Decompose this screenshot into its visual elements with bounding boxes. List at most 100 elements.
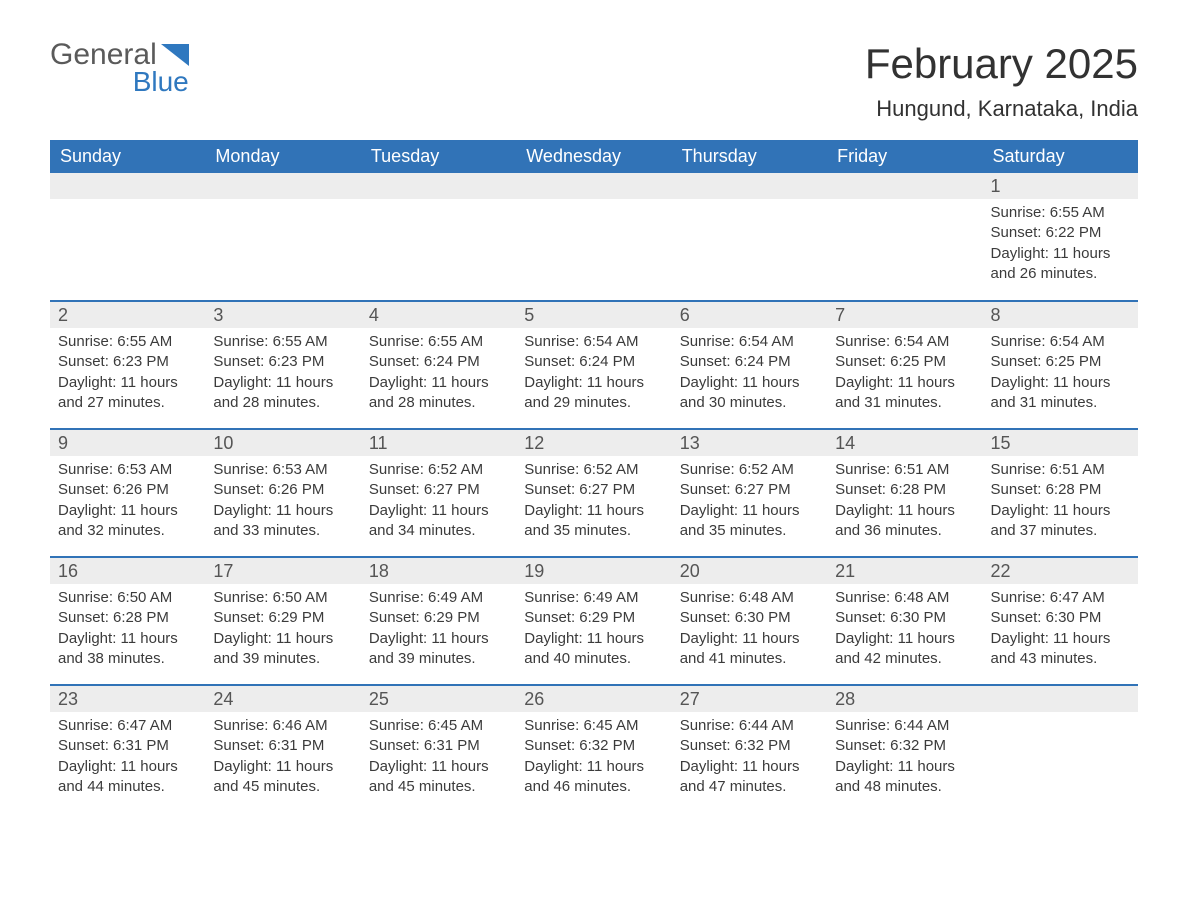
day-details: Sunrise: 6:53 AMSunset: 6:26 PMDaylight:… — [50, 456, 205, 551]
day-number: 3 — [205, 302, 360, 328]
day-number: 6 — [672, 302, 827, 328]
day-details: Sunrise: 6:55 AMSunset: 6:23 PMDaylight:… — [205, 328, 360, 423]
daylight-text: Daylight: 11 hours and 39 minutes. — [213, 629, 352, 670]
daylight-text: Daylight: 11 hours and 34 minutes. — [369, 501, 508, 542]
calendar-day-cell: 21Sunrise: 6:48 AMSunset: 6:30 PMDayligh… — [827, 557, 982, 685]
day-number: 9 — [50, 430, 205, 456]
day-details: Sunrise: 6:50 AMSunset: 6:29 PMDaylight:… — [205, 584, 360, 679]
title-block: February 2025 Hungund, Karnataka, India — [865, 40, 1138, 122]
month-title: February 2025 — [865, 40, 1138, 88]
calendar-day-cell — [50, 173, 205, 301]
sunrise-text: Sunrise: 6:45 AM — [524, 716, 663, 736]
day-details: Sunrise: 6:52 AMSunset: 6:27 PMDaylight:… — [672, 456, 827, 551]
sunset-text: Sunset: 6:26 PM — [58, 480, 197, 500]
weekday-header: Monday — [205, 140, 360, 173]
sunset-text: Sunset: 6:31 PM — [213, 736, 352, 756]
day-details: Sunrise: 6:54 AMSunset: 6:25 PMDaylight:… — [827, 328, 982, 423]
day-number — [50, 173, 205, 199]
weekday-header-row: Sunday Monday Tuesday Wednesday Thursday… — [50, 140, 1138, 173]
day-number: 24 — [205, 686, 360, 712]
day-number: 4 — [361, 302, 516, 328]
day-number: 2 — [50, 302, 205, 328]
flag-icon — [161, 44, 189, 66]
sunrise-text: Sunrise: 6:55 AM — [369, 332, 508, 352]
daylight-text: Daylight: 11 hours and 35 minutes. — [524, 501, 663, 542]
daylight-text: Daylight: 11 hours and 37 minutes. — [991, 501, 1130, 542]
day-details: Sunrise: 6:46 AMSunset: 6:31 PMDaylight:… — [205, 712, 360, 807]
daylight-text: Daylight: 11 hours and 42 minutes. — [835, 629, 974, 670]
sunset-text: Sunset: 6:28 PM — [835, 480, 974, 500]
sunset-text: Sunset: 6:32 PM — [835, 736, 974, 756]
calendar-day-cell: 9Sunrise: 6:53 AMSunset: 6:26 PMDaylight… — [50, 429, 205, 557]
calendar-day-cell: 22Sunrise: 6:47 AMSunset: 6:30 PMDayligh… — [983, 557, 1138, 685]
sunset-text: Sunset: 6:31 PM — [369, 736, 508, 756]
sunset-text: Sunset: 6:27 PM — [369, 480, 508, 500]
day-details: Sunrise: 6:54 AMSunset: 6:24 PMDaylight:… — [672, 328, 827, 423]
day-number: 12 — [516, 430, 671, 456]
daylight-text: Daylight: 11 hours and 44 minutes. — [58, 757, 197, 798]
calendar-week-row: 9Sunrise: 6:53 AMSunset: 6:26 PMDaylight… — [50, 429, 1138, 557]
calendar-day-cell — [516, 173, 671, 301]
day-number: 13 — [672, 430, 827, 456]
sunset-text: Sunset: 6:30 PM — [991, 608, 1130, 628]
day-number: 5 — [516, 302, 671, 328]
day-details: Sunrise: 6:47 AMSunset: 6:30 PMDaylight:… — [983, 584, 1138, 679]
daylight-text: Daylight: 11 hours and 26 minutes. — [991, 244, 1130, 285]
day-number: 27 — [672, 686, 827, 712]
day-number: 21 — [827, 558, 982, 584]
daylight-text: Daylight: 11 hours and 27 minutes. — [58, 373, 197, 414]
sunrise-text: Sunrise: 6:51 AM — [835, 460, 974, 480]
page-header: General Blue February 2025 Hungund, Karn… — [50, 40, 1138, 122]
sunset-text: Sunset: 6:24 PM — [369, 352, 508, 372]
weekday-header: Thursday — [672, 140, 827, 173]
day-number: 20 — [672, 558, 827, 584]
daylight-text: Daylight: 11 hours and 45 minutes. — [369, 757, 508, 798]
day-details: Sunrise: 6:52 AMSunset: 6:27 PMDaylight:… — [516, 456, 671, 551]
calendar-day-cell: 6Sunrise: 6:54 AMSunset: 6:24 PMDaylight… — [672, 301, 827, 429]
calendar-day-cell: 12Sunrise: 6:52 AMSunset: 6:27 PMDayligh… — [516, 429, 671, 557]
sunrise-text: Sunrise: 6:47 AM — [991, 588, 1130, 608]
day-number: 18 — [361, 558, 516, 584]
daylight-text: Daylight: 11 hours and 33 minutes. — [213, 501, 352, 542]
day-details: Sunrise: 6:53 AMSunset: 6:26 PMDaylight:… — [205, 456, 360, 551]
calendar-day-cell: 27Sunrise: 6:44 AMSunset: 6:32 PMDayligh… — [672, 685, 827, 813]
sunset-text: Sunset: 6:31 PM — [58, 736, 197, 756]
daylight-text: Daylight: 11 hours and 41 minutes. — [680, 629, 819, 670]
calendar-day-cell: 19Sunrise: 6:49 AMSunset: 6:29 PMDayligh… — [516, 557, 671, 685]
daylight-text: Daylight: 11 hours and 28 minutes. — [213, 373, 352, 414]
sunrise-text: Sunrise: 6:50 AM — [58, 588, 197, 608]
sunrise-text: Sunrise: 6:55 AM — [991, 203, 1130, 223]
day-number: 10 — [205, 430, 360, 456]
day-number: 19 — [516, 558, 671, 584]
sunrise-text: Sunrise: 6:51 AM — [991, 460, 1130, 480]
weekday-header: Wednesday — [516, 140, 671, 173]
sunset-text: Sunset: 6:25 PM — [991, 352, 1130, 372]
day-details: Sunrise: 6:48 AMSunset: 6:30 PMDaylight:… — [827, 584, 982, 679]
calendar-day-cell — [827, 173, 982, 301]
sunset-text: Sunset: 6:29 PM — [369, 608, 508, 628]
calendar-day-cell: 10Sunrise: 6:53 AMSunset: 6:26 PMDayligh… — [205, 429, 360, 557]
day-number: 22 — [983, 558, 1138, 584]
sunset-text: Sunset: 6:32 PM — [524, 736, 663, 756]
day-number: 16 — [50, 558, 205, 584]
calendar-week-row: 23Sunrise: 6:47 AMSunset: 6:31 PMDayligh… — [50, 685, 1138, 813]
sunset-text: Sunset: 6:29 PM — [524, 608, 663, 628]
daylight-text: Daylight: 11 hours and 29 minutes. — [524, 373, 663, 414]
calendar-day-cell: 25Sunrise: 6:45 AMSunset: 6:31 PMDayligh… — [361, 685, 516, 813]
day-details: Sunrise: 6:55 AMSunset: 6:22 PMDaylight:… — [983, 199, 1138, 294]
calendar-day-cell: 26Sunrise: 6:45 AMSunset: 6:32 PMDayligh… — [516, 685, 671, 813]
calendar-week-row: 2Sunrise: 6:55 AMSunset: 6:23 PMDaylight… — [50, 301, 1138, 429]
day-details: Sunrise: 6:54 AMSunset: 6:24 PMDaylight:… — [516, 328, 671, 423]
sunset-text: Sunset: 6:22 PM — [991, 223, 1130, 243]
logo-text-2: Blue — [133, 68, 189, 96]
day-details: Sunrise: 6:48 AMSunset: 6:30 PMDaylight:… — [672, 584, 827, 679]
daylight-text: Daylight: 11 hours and 48 minutes. — [835, 757, 974, 798]
day-number: 26 — [516, 686, 671, 712]
calendar-day-cell: 3Sunrise: 6:55 AMSunset: 6:23 PMDaylight… — [205, 301, 360, 429]
daylight-text: Daylight: 11 hours and 39 minutes. — [369, 629, 508, 670]
sunset-text: Sunset: 6:23 PM — [58, 352, 197, 372]
day-details: Sunrise: 6:51 AMSunset: 6:28 PMDaylight:… — [827, 456, 982, 551]
weekday-header: Saturday — [983, 140, 1138, 173]
sunset-text: Sunset: 6:30 PM — [835, 608, 974, 628]
day-details: Sunrise: 6:54 AMSunset: 6:25 PMDaylight:… — [983, 328, 1138, 423]
